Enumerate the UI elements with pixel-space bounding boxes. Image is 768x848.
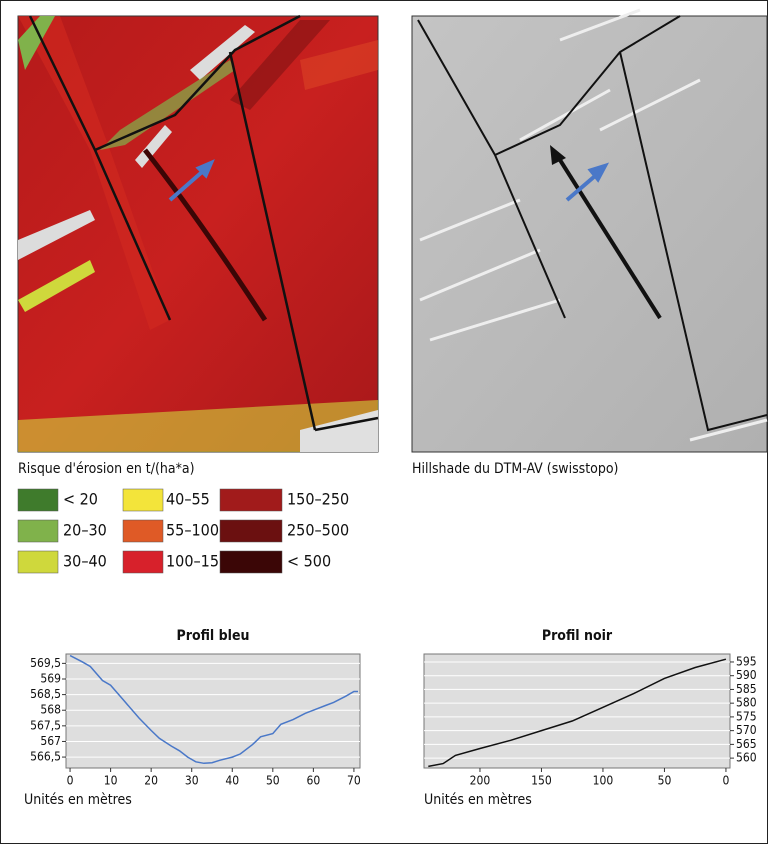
y-tick-label: 575 — [736, 709, 757, 723]
x-axis-label: Unités en mètres — [24, 792, 132, 808]
y-tick-label: 565 — [736, 737, 757, 751]
x-tick-label: 0 — [67, 774, 74, 788]
erosion-map — [18, 16, 378, 452]
y-tick-label: 569 — [40, 671, 61, 685]
x-tick-label: 10 — [104, 774, 118, 788]
legend-label: 150–250 — [287, 490, 349, 509]
y-tick-label: 567,5 — [30, 718, 61, 732]
x-axis-label: Unités en mètres — [424, 792, 532, 808]
y-tick-label: 567 — [40, 734, 61, 748]
legend-label: 55–100 — [166, 521, 219, 540]
y-tick-label: 585 — [736, 682, 757, 696]
legend-label: < 500 — [287, 552, 331, 571]
x-tick-label: 40 — [225, 774, 239, 788]
y-tick-label: 560 — [736, 751, 757, 765]
map-caption: Hillshade du DTM-AV (swisstopo) — [412, 461, 618, 477]
legend-swatch — [220, 520, 282, 542]
plot-area — [66, 654, 360, 768]
x-tick-label: 60 — [306, 774, 320, 788]
y-tick-label: 568 — [40, 703, 61, 717]
x-tick-label: 70 — [347, 774, 361, 788]
hillshade-map — [412, 10, 767, 452]
x-tick-label: 50 — [266, 774, 280, 788]
legend-swatch — [123, 489, 163, 511]
y-tick-label: 568,5 — [30, 687, 61, 701]
y-tick-label: 595 — [736, 654, 757, 668]
x-tick-label: 200 — [470, 774, 491, 788]
legend-swatch — [18, 551, 58, 573]
y-tick-label: 566,5 — [30, 750, 61, 764]
legend-swatch — [220, 551, 282, 573]
chart-title: Profil noir — [542, 628, 613, 644]
legend-swatch — [18, 489, 58, 511]
x-tick-label: 100 — [593, 774, 614, 788]
x-tick-label: 30 — [185, 774, 199, 788]
x-tick-label: 20 — [144, 774, 158, 788]
legend-label: < 20 — [63, 490, 98, 509]
chart-title: Profil bleu — [177, 628, 250, 644]
figure: Risque d'érosion en t/(ha*a) Hillshade d… — [0, 0, 768, 844]
legend-label: 100–150 — [166, 552, 228, 571]
map-caption: Risque d'érosion en t/(ha*a) — [18, 461, 195, 477]
x-tick-label: 50 — [658, 774, 672, 788]
y-tick-label: 590 — [736, 668, 757, 682]
y-tick-label: 570 — [736, 723, 757, 737]
legend-swatch — [123, 520, 163, 542]
legend-label: 40–55 — [166, 490, 210, 509]
legend-label: 30–40 — [63, 552, 107, 571]
x-tick-label: 150 — [531, 774, 552, 788]
legend-swatch — [220, 489, 282, 511]
y-tick-label: 580 — [736, 696, 757, 710]
legend-label: 250–500 — [287, 521, 349, 540]
legend-swatch — [18, 520, 58, 542]
y-tick-label: 569,5 — [30, 656, 61, 670]
legend-label: 20–30 — [63, 521, 107, 540]
legend-swatch — [123, 551, 163, 573]
x-tick-label: 0 — [723, 774, 730, 788]
